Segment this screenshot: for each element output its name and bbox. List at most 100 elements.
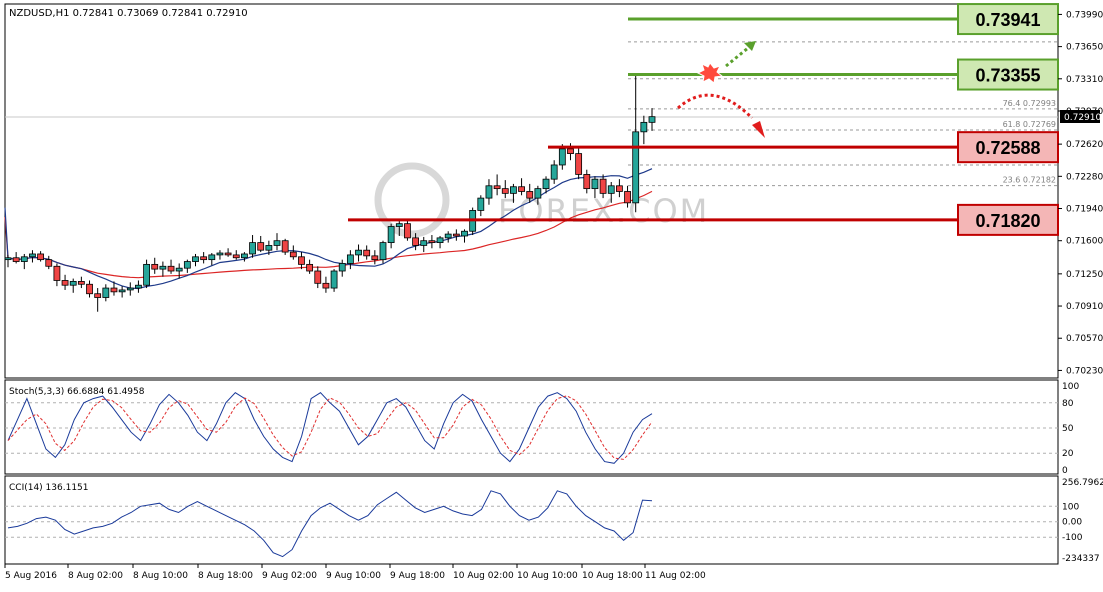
candle-body (518, 186, 525, 192)
support-level-box (957, 203, 1059, 236)
candle-body (493, 185, 501, 190)
fast-moving-average (4, 168, 653, 290)
candle-body (355, 249, 362, 256)
time-tick-label: 10 Aug 02:00 (453, 571, 514, 581)
candle-body (599, 178, 607, 194)
candle-body (575, 153, 583, 175)
price-tick-label: 0.73650 (1066, 43, 1103, 53)
cci-tick-label: 0.00 (1062, 518, 1082, 528)
candle-body (298, 256, 305, 265)
candle-body (640, 121, 648, 133)
candle-body (624, 191, 631, 204)
candle-body (69, 281, 77, 286)
bullish-arrow-head (744, 41, 756, 51)
stoch-tick-label: 20 (1062, 449, 1074, 459)
support-resistance-levels[interactable]: 0.73941 0.73355 0.72588 0.71820 (348, 3, 1059, 236)
candle-body (501, 188, 509, 194)
candle-body (118, 289, 126, 293)
stoch-tick-label: 50 (1062, 424, 1074, 434)
current-price-tag: 0.72910 (1060, 110, 1101, 123)
candle-body (444, 233, 452, 239)
bullish-arrow-line (725, 46, 749, 68)
price-tick-label: 0.70570 (1066, 334, 1103, 344)
time-tick-label: 8 Aug 02:00 (68, 571, 123, 581)
stochastic-oscillator: 100 80 50 20 0 (5, 382, 1079, 476)
stoch-signal-line (7, 395, 653, 460)
cci-tick-label: 256.7962 (1062, 478, 1103, 488)
candle-body (208, 254, 216, 261)
candle-body (216, 252, 224, 256)
candle-body (143, 263, 150, 286)
candle-body (567, 148, 574, 155)
candle-body (542, 178, 550, 190)
time-axis: 5 Aug 2016 8 Aug 02:00 8 Aug 10:00 8 Aug 18… (4, 564, 706, 581)
price-tick-label: 0.71250 (1066, 270, 1103, 280)
resistance-level-box (957, 58, 1059, 91)
stoch-panel-frame (4, 379, 1059, 475)
candle-body (632, 131, 640, 204)
forecast-arrows (677, 41, 765, 138)
candle-body (330, 270, 338, 289)
candle-body (265, 245, 273, 251)
candle-body (510, 186, 517, 194)
price-tick-label: 0.72280 (1066, 172, 1103, 182)
current-price: 0.72910 (1064, 113, 1101, 123)
fib-label: 23.6 0.72182 (1003, 176, 1056, 185)
cci-line (7, 490, 653, 558)
main-chart-frame (4, 3, 1059, 379)
time-tick-label: 11 Aug 02:00 (645, 571, 706, 581)
candle-body (61, 280, 69, 286)
candle-body (29, 253, 36, 258)
candle-body (363, 249, 371, 257)
time-tick-label: 9 Aug 10:00 (326, 571, 381, 581)
candle-body (607, 185, 615, 194)
stoch-tick-label: 100 (1062, 382, 1079, 392)
stoch-label: Stoch(5,3,3) 66.6884 61.4958 (9, 387, 145, 397)
candlesticks (4, 75, 656, 312)
candle-body (461, 230, 468, 237)
candle-body (412, 237, 419, 246)
candle-body (281, 240, 289, 253)
candle-body (45, 259, 53, 267)
level-lines: 76.4 0.72993 61.8 0.72769 23.6 0.72182 (5, 17, 1058, 187)
candle-body (322, 282, 330, 289)
candle-body (257, 242, 265, 251)
fib-label: 76.4 0.72993 (1003, 99, 1056, 108)
candle-body (583, 174, 591, 190)
breakout-burst-icon (696, 62, 724, 84)
chart-title: NZDUSD,H1 0.72841 0.73069 0.72841 0.7291… (9, 8, 248, 19)
stoch-main-line (7, 392, 653, 464)
candle-body (387, 226, 395, 244)
candle-body (485, 185, 493, 199)
candle-body (20, 256, 28, 262)
support-level-label: 0.72588 (975, 138, 1040, 158)
candle-body (241, 253, 248, 259)
candle-body (4, 257, 12, 261)
cci-tick-label: -234337 (1062, 554, 1100, 564)
cci-tick-label: 100 (1062, 502, 1079, 512)
candle-body (615, 185, 623, 192)
candle-body (526, 191, 534, 199)
resistance-level-box (957, 3, 1059, 36)
price-tick-label: 0.73310 (1066, 75, 1103, 85)
candle-body (200, 256, 208, 261)
candle-body (86, 283, 93, 295)
candle-body (53, 265, 61, 281)
candle-body (558, 148, 566, 166)
cci-tick-label: -100 (1062, 533, 1083, 543)
support-level-box (957, 131, 1059, 164)
candle-body (314, 270, 322, 284)
candle-body (477, 197, 485, 211)
time-tick-label: 8 Aug 10:00 (133, 571, 188, 581)
price-tick-label: 0.73990 (1066, 10, 1103, 20)
candle-body (135, 284, 142, 289)
fib-label: 61.8 0.72769 (1003, 120, 1056, 129)
candle-body (159, 265, 167, 270)
candle-body (151, 263, 159, 270)
candle-body (249, 242, 256, 255)
time-tick-label: 9 Aug 18:00 (390, 571, 445, 581)
candle-body (346, 254, 354, 264)
slow-moving-average (4, 190, 653, 279)
